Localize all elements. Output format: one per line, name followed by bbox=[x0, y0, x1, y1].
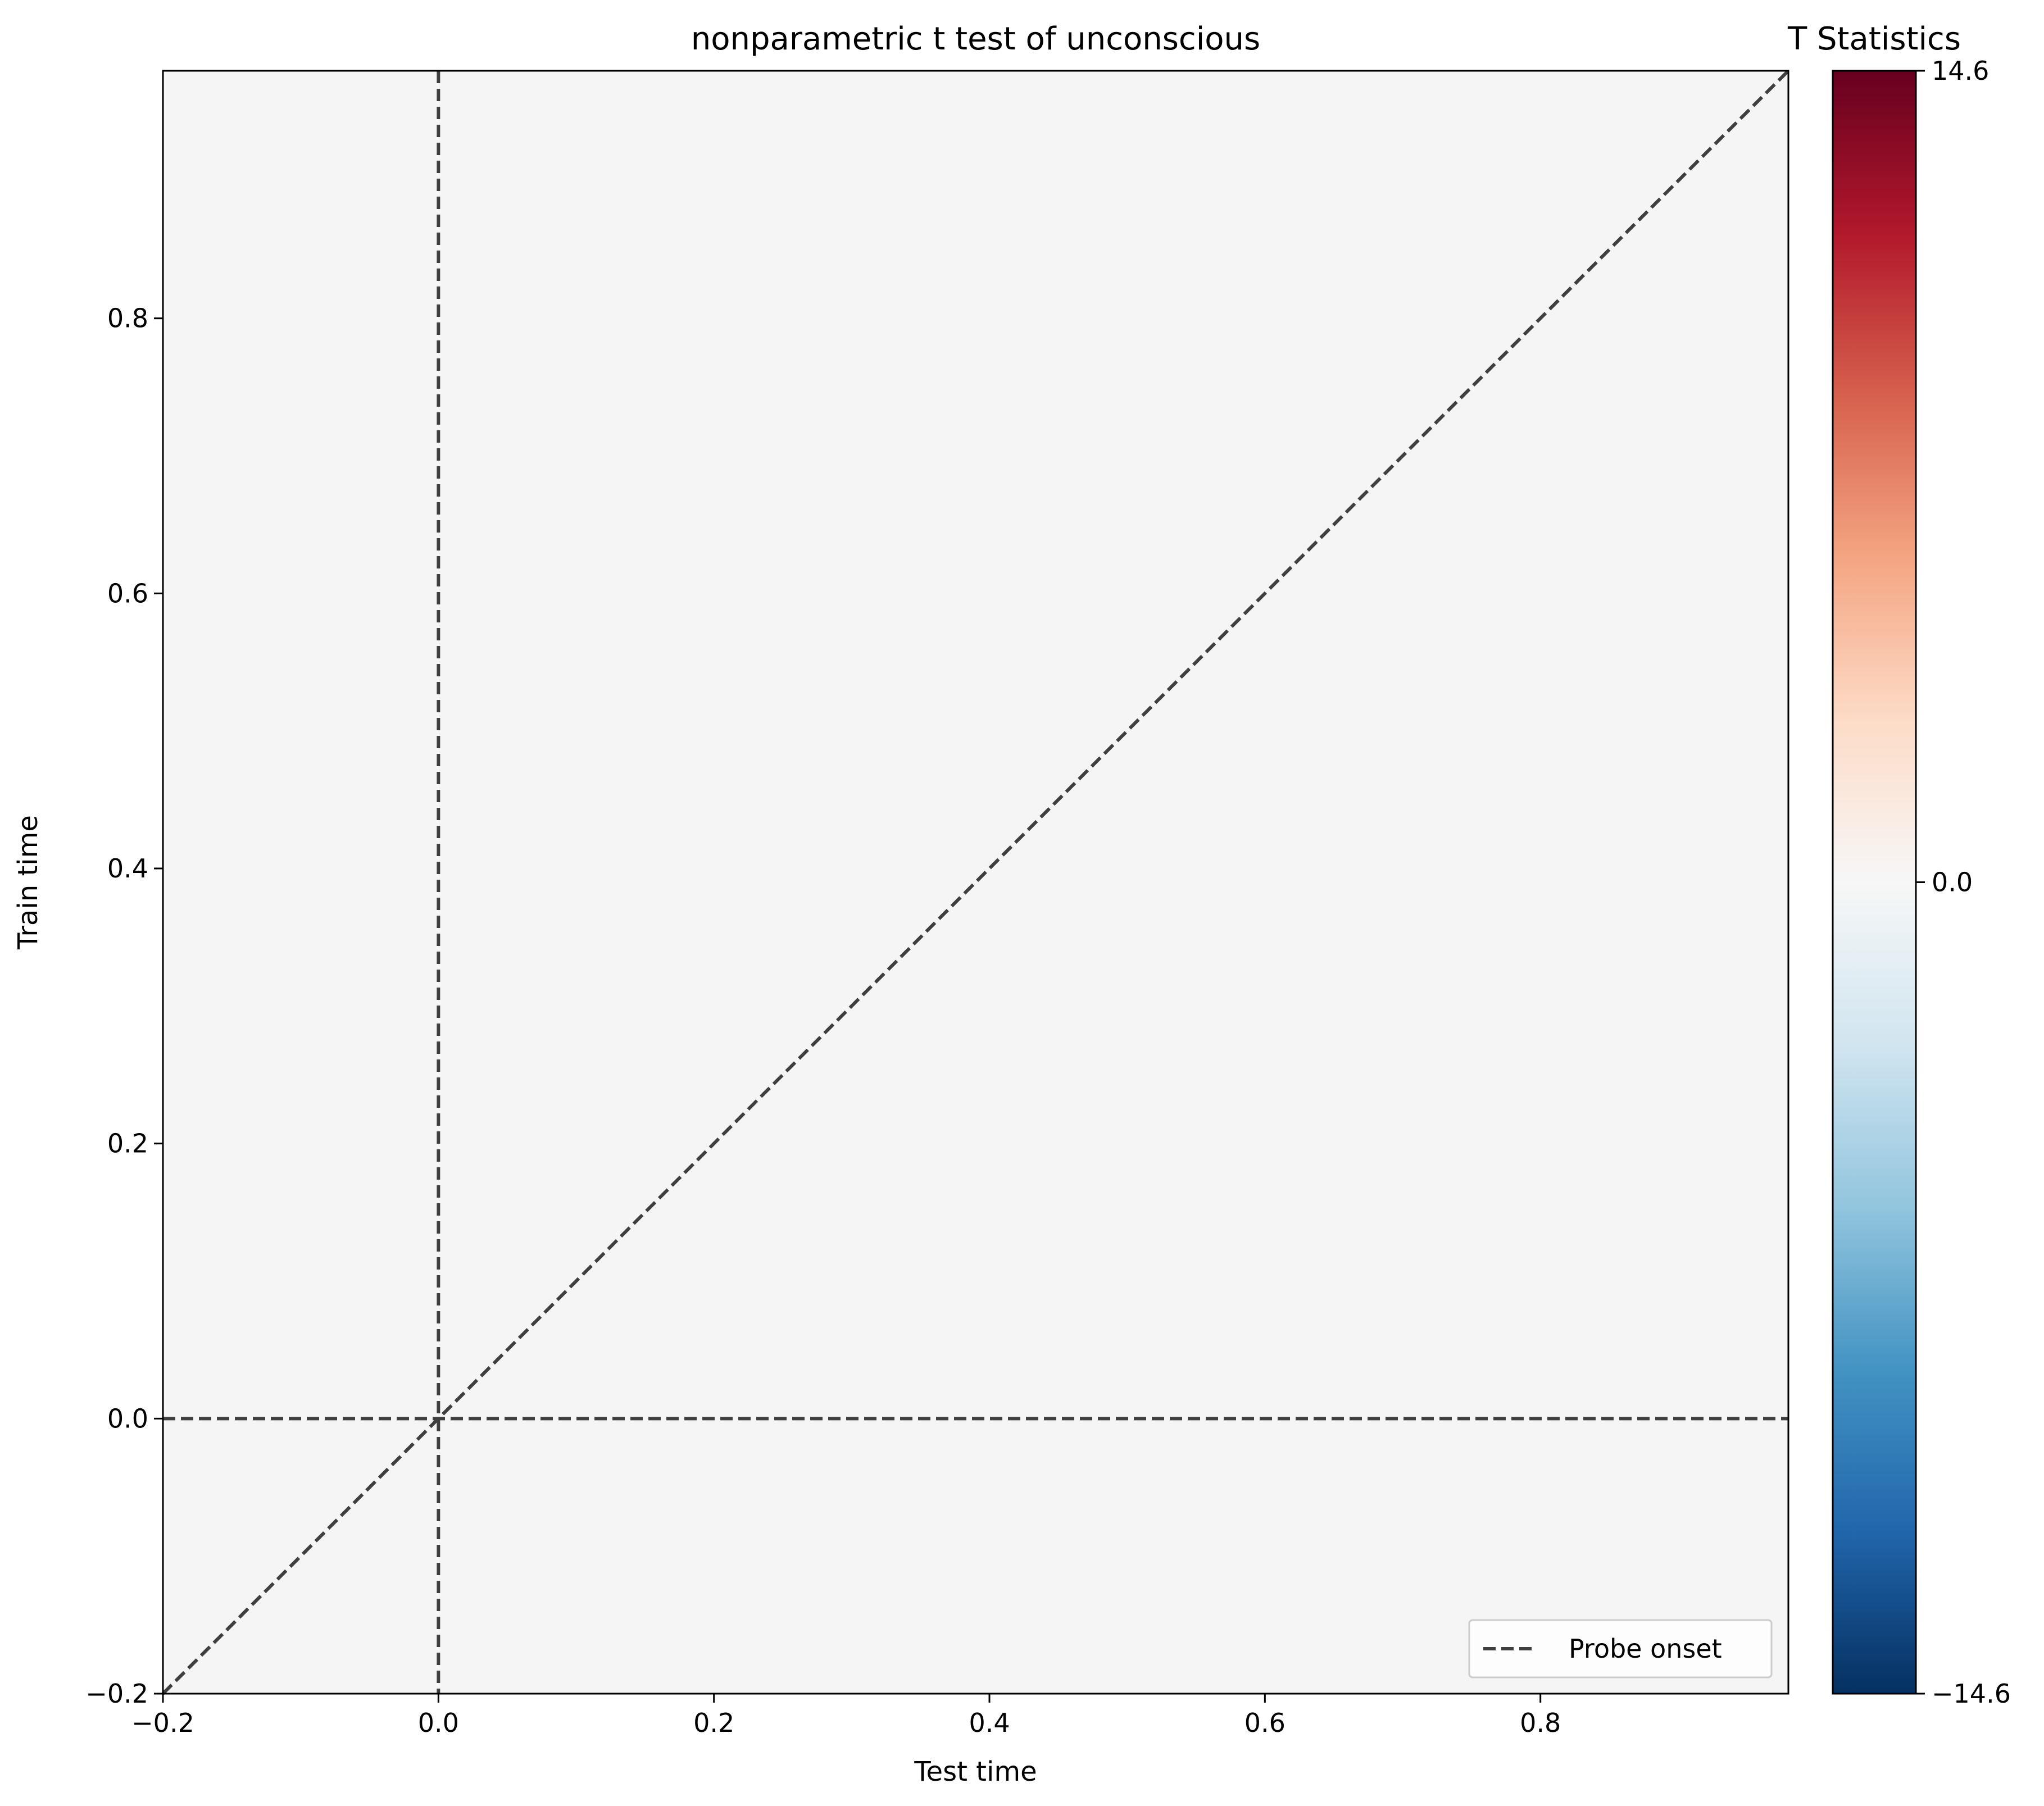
y-tick-label: 0.8 bbox=[107, 303, 148, 334]
legend-entry-probe-onset: Probe onset bbox=[1569, 1634, 1722, 1664]
x-tick-label: 0.0 bbox=[418, 1708, 459, 1738]
colorbar-ticks: −14.6 0.0 14.6 bbox=[1916, 56, 2011, 1709]
x-tick-label: 0.2 bbox=[693, 1708, 734, 1738]
legend-box bbox=[1468, 1619, 1773, 1678]
colorbar-tick-label: 14.6 bbox=[1932, 56, 1989, 86]
x-tick-label: 0.6 bbox=[1244, 1708, 1286, 1738]
x-tick-label: 0.8 bbox=[1520, 1708, 1561, 1738]
colorbar-tick-label: 0.0 bbox=[1932, 867, 1973, 898]
x-tick-label: 0.4 bbox=[969, 1708, 1010, 1738]
colorbar-tick-label: −14.6 bbox=[1932, 1678, 2011, 1709]
y-axis-label: Train time bbox=[12, 815, 44, 950]
axes-frame bbox=[162, 70, 1789, 1695]
diagonal-dashed-line bbox=[161, 69, 1790, 1695]
y-tick-label: 0.0 bbox=[107, 1403, 148, 1434]
chart-title: nonparametric t test of unconscious bbox=[691, 21, 1260, 57]
legend: Probe onset bbox=[1468, 1619, 1773, 1678]
y-axis-ticks: −0.2 0.0 0.2 0.4 0.6 0.8 bbox=[85, 303, 163, 1709]
x-tick-label: −0.2 bbox=[131, 1708, 194, 1738]
y-tick-label: −0.2 bbox=[85, 1678, 148, 1709]
y-tick-label: 0.2 bbox=[107, 1129, 148, 1159]
colorbar-title: T Statistics bbox=[1787, 21, 1961, 57]
x-axis-label: Test time bbox=[914, 1756, 1037, 1787]
y-tick-label: 0.6 bbox=[107, 578, 148, 608]
colorbar bbox=[1832, 70, 1917, 1695]
y-tick-label: 0.4 bbox=[107, 853, 148, 884]
reference-lines bbox=[161, 69, 1790, 1695]
x-axis-ticks: −0.2 0.0 0.2 0.4 0.6 0.8 bbox=[131, 1694, 1561, 1738]
